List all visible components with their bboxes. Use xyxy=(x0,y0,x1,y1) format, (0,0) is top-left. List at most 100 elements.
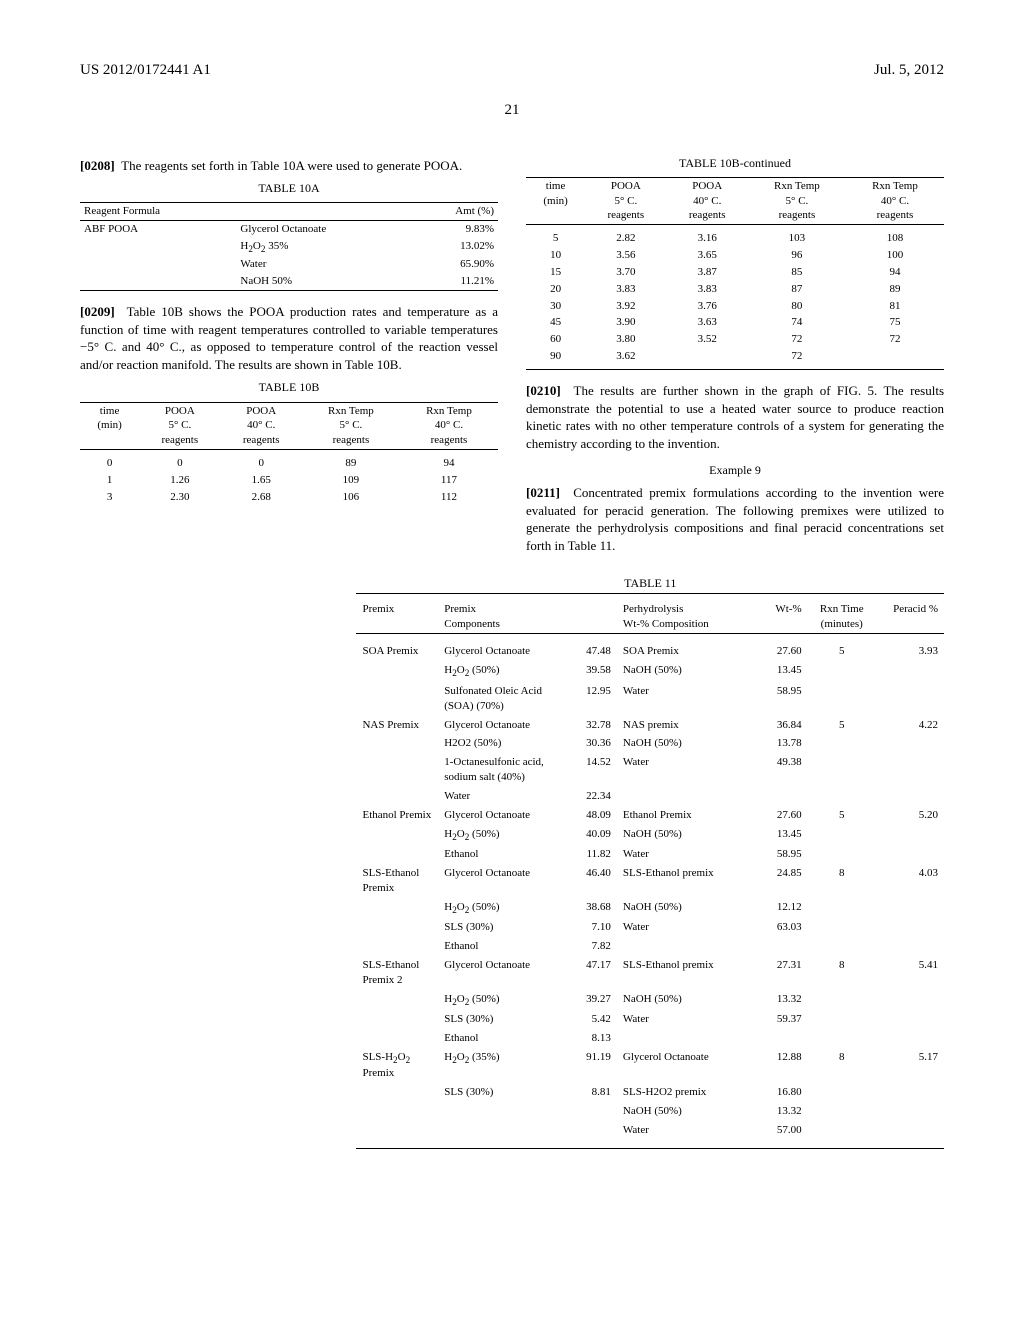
para-text: The results are further shown in the gra… xyxy=(526,383,944,451)
perh-cell: NaOH (50%) xyxy=(617,734,753,753)
paragraph-211: [0211] Concentrated premix formulations … xyxy=(526,484,944,554)
comp-cell: Glycerol Octanoate xyxy=(438,864,574,898)
perh-cell: Water xyxy=(617,845,753,864)
comp-cell: Ethanol xyxy=(438,1029,574,1048)
rxn-cell xyxy=(808,845,876,864)
cell: 0 xyxy=(139,455,220,472)
comp-cell: SLS (30%) xyxy=(438,1010,574,1029)
rxn-cell xyxy=(808,682,876,716)
page-number: 21 xyxy=(80,100,944,120)
wt-cell: 13.45 xyxy=(753,825,808,846)
premix-cell xyxy=(356,937,438,956)
cval-cell: 5.42 xyxy=(575,1010,617,1029)
rxn-cell xyxy=(808,1121,876,1140)
t10b-h-c4: Rxn Temp40° C.reagents xyxy=(400,402,498,450)
t10b-h-c3: Rxn Temp5° C.reagents xyxy=(748,177,846,225)
premix-cell xyxy=(356,1010,438,1029)
paragraph-208: [0208] The reagents set forth in Table 1… xyxy=(80,157,498,175)
para-num: [0208] xyxy=(80,158,115,173)
cell: 0 xyxy=(221,455,302,472)
cval-cell: 47.17 xyxy=(575,956,617,990)
premix-cell: Ethanol Premix xyxy=(356,806,438,825)
t10a-r2-name: Water xyxy=(236,256,411,273)
per-cell xyxy=(876,734,944,753)
cell: 72 xyxy=(846,331,944,348)
premix-cell xyxy=(356,787,438,806)
wt-cell: 13.32 xyxy=(753,990,808,1011)
cell: 1.65 xyxy=(221,472,302,489)
cell: 3.92 xyxy=(585,298,666,315)
table-row: Ethanol11.82Water58.95 xyxy=(356,845,944,864)
cval-cell: 11.82 xyxy=(575,845,617,864)
t10a-r2-amt: 65.90% xyxy=(411,256,498,273)
table-row: H2O2 (50%)39.58NaOH (50%)13.45 xyxy=(356,661,944,682)
premix-cell xyxy=(356,1121,438,1140)
cval-cell xyxy=(575,1102,617,1121)
perh-cell: SLS-H2O2 premix xyxy=(617,1083,753,1102)
rxn-cell xyxy=(808,918,876,937)
cell: 89 xyxy=(302,455,400,472)
cell: 3.76 xyxy=(667,298,748,315)
table10a-title: TABLE 10A xyxy=(80,180,498,196)
cell: 74 xyxy=(748,314,846,331)
wt-cell: 58.95 xyxy=(753,682,808,716)
per-cell: 5.17 xyxy=(876,1048,944,1083)
paragraph-209: [0209] Table 10B shows the POOA producti… xyxy=(80,303,498,373)
table-row: NAS PremixGlycerol Octanoate32.78NAS pre… xyxy=(356,716,944,735)
perh-cell xyxy=(617,1029,753,1048)
cell: 5 xyxy=(526,230,585,247)
cell: 80 xyxy=(748,298,846,315)
cval-cell: 40.09 xyxy=(575,825,617,846)
table-row: 603.803.527272 xyxy=(526,331,944,348)
perh-cell: Water xyxy=(617,1121,753,1140)
t10b-h-time: time(min) xyxy=(80,402,139,450)
per-cell xyxy=(876,1121,944,1140)
per-cell: 4.22 xyxy=(876,716,944,735)
comp-cell: Glycerol Octanoate xyxy=(438,956,574,990)
cell: 3.16 xyxy=(667,230,748,247)
cell: 3.62 xyxy=(585,348,666,365)
table-row: 1-Octanesulfonic acid, sodium salt (40%)… xyxy=(356,753,944,787)
wt-cell: 36.84 xyxy=(753,716,808,735)
comp-cell: 1-Octanesulfonic acid, sodium salt (40%) xyxy=(438,753,574,787)
comp-cell: Ethanol xyxy=(438,845,574,864)
cval-cell: 46.40 xyxy=(575,864,617,898)
para-text: Concentrated premix formulations accordi… xyxy=(526,485,944,553)
rxn-cell: 8 xyxy=(808,1048,876,1083)
comp-cell: SLS (30%) xyxy=(438,1083,574,1102)
comp-cell: H2O2 (50%) xyxy=(438,898,574,919)
wt-cell: 57.00 xyxy=(753,1121,808,1140)
cell: 108 xyxy=(846,230,944,247)
cell: 3.63 xyxy=(667,314,748,331)
perh-cell: Water xyxy=(617,753,753,787)
cell xyxy=(667,348,748,365)
rxn-cell: 8 xyxy=(808,864,876,898)
cell: 72 xyxy=(748,331,846,348)
cval-cell: 30.36 xyxy=(575,734,617,753)
cval-cell: 7.82 xyxy=(575,937,617,956)
rxn-cell: 8 xyxy=(808,956,876,990)
para-text: Table 10B shows the POOA production rate… xyxy=(80,304,498,372)
table-row: Sulfonated Oleic Acid (SOA) (70%)12.95Wa… xyxy=(356,682,944,716)
premix-cell: NAS Premix xyxy=(356,716,438,735)
per-cell xyxy=(876,1083,944,1102)
rxn-cell: 5 xyxy=(808,716,876,735)
table-row: 203.833.838789 xyxy=(526,281,944,298)
t11-h-perh: PerhydrolysisWt-% Composition xyxy=(617,600,753,634)
comp-cell xyxy=(438,1121,574,1140)
premix-cell xyxy=(356,682,438,716)
cval-cell: 12.95 xyxy=(575,682,617,716)
rxn-cell xyxy=(808,787,876,806)
rxn-cell xyxy=(808,825,876,846)
cell: 10 xyxy=(526,247,585,264)
cell: 94 xyxy=(846,264,944,281)
cell: 2.30 xyxy=(139,489,220,506)
wt-cell: 27.60 xyxy=(753,642,808,661)
table-row: SLS (30%)8.81SLS-H2O2 premix16.80 xyxy=(356,1083,944,1102)
table-row: Water22.34 xyxy=(356,787,944,806)
table-row: Ethanol8.13 xyxy=(356,1029,944,1048)
cell: 81 xyxy=(846,298,944,315)
perh-cell: NaOH (50%) xyxy=(617,990,753,1011)
cval-cell: 32.78 xyxy=(575,716,617,735)
table-10a: Reagent Formula Amt (%) ABF POOA Glycero… xyxy=(80,202,498,291)
